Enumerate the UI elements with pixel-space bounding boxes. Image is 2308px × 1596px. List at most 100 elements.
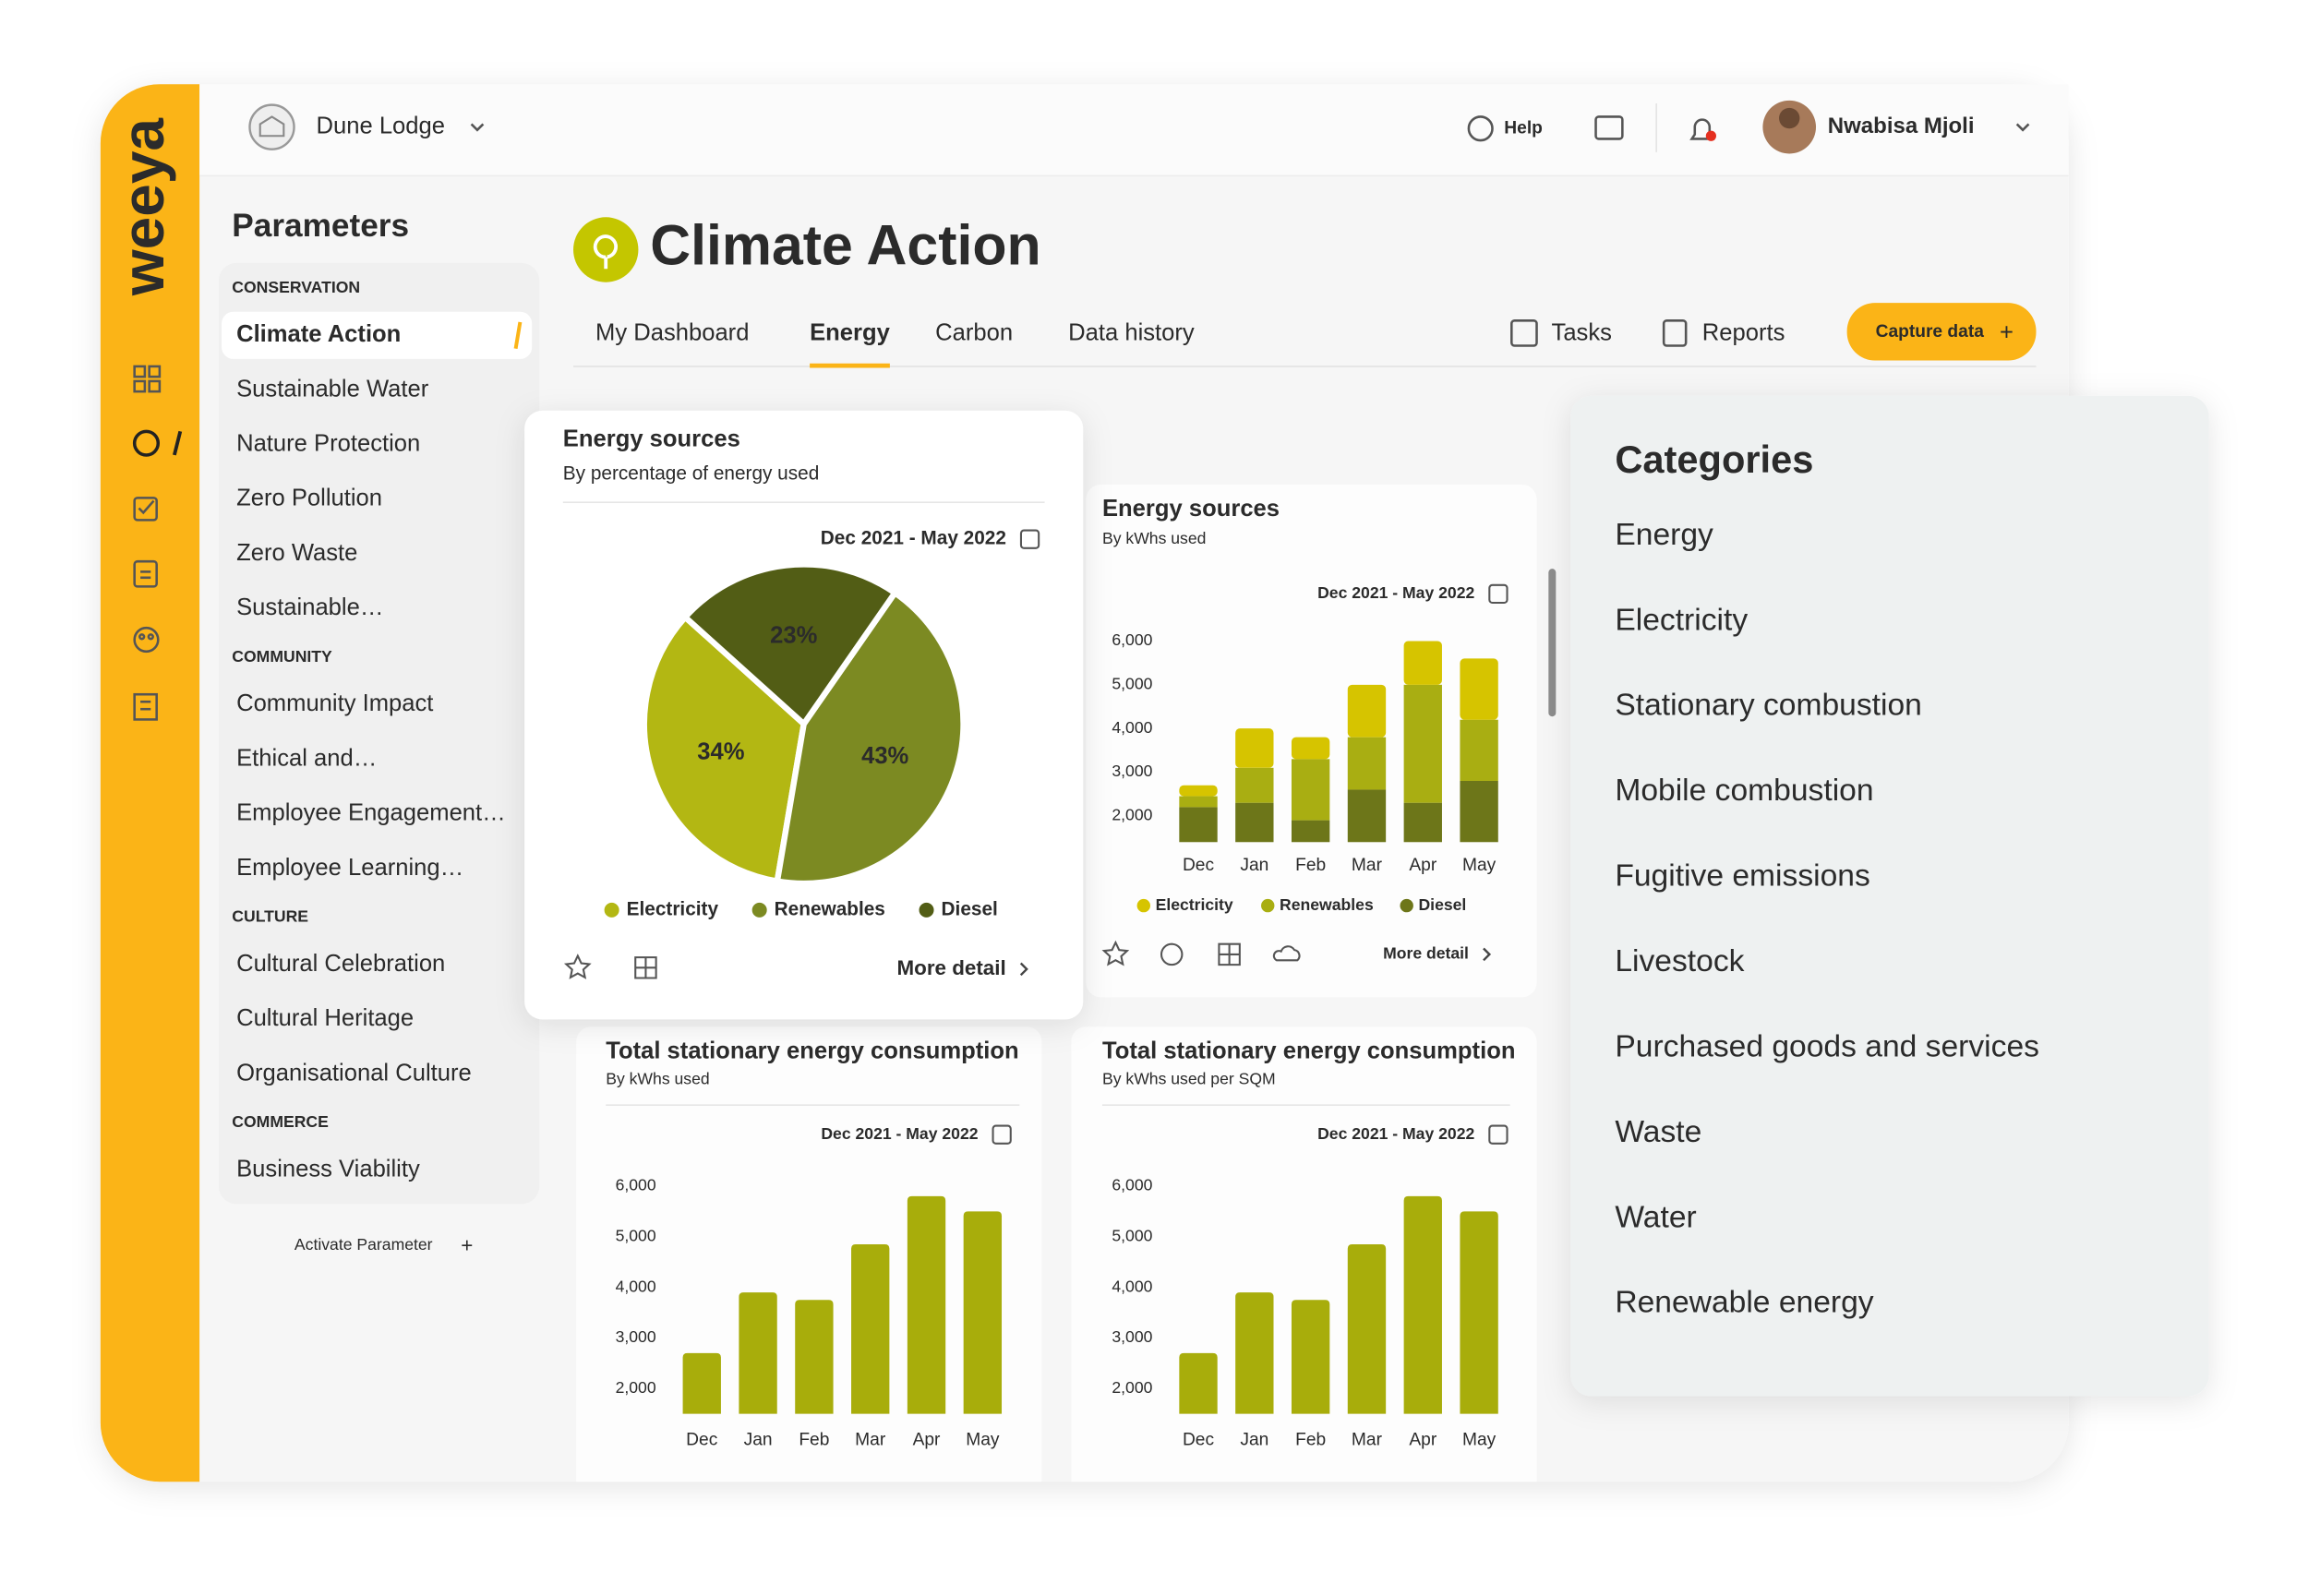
bar <box>1291 1300 1330 1414</box>
bar <box>851 1243 890 1414</box>
legend-label: Electricity <box>627 898 719 919</box>
cloud-icon[interactable] <box>1272 945 1301 962</box>
favourite-icon[interactable] <box>1101 940 1130 966</box>
y-tick-label: 2,000 <box>616 1378 656 1397</box>
tab[interactable]: Data history <box>1068 319 1195 345</box>
chart-subtitle: By percentage of energy used <box>563 462 819 484</box>
date-range[interactable]: Dec 2021 - May 2022 <box>1317 583 1474 602</box>
parameter-item[interactable]: Sustainable… <box>236 594 383 620</box>
category-item[interactable]: Stationary combustion <box>1615 689 1922 723</box>
plus-icon: + <box>2000 319 2013 345</box>
action[interactable]: Reports <box>1702 319 1785 345</box>
group-label: CONSERVATION <box>232 278 360 296</box>
logo: weeya <box>110 118 176 297</box>
tab[interactable]: Carbon <box>935 319 1013 345</box>
help-icon[interactable] <box>1467 115 1494 142</box>
feedback-icon[interactable] <box>1594 115 1624 140</box>
legend-swatch <box>751 902 767 918</box>
bar <box>1179 1352 1218 1414</box>
category-item[interactable]: Water <box>1615 1200 1696 1234</box>
nav-rail <box>100 84 200 1482</box>
chart-title: Total stationary energy consumption <box>606 1038 1018 1063</box>
tab[interactable]: Energy <box>810 319 891 345</box>
calendar-icon[interactable] <box>1488 1124 1509 1145</box>
table-icon[interactable] <box>634 956 657 979</box>
nav-icon[interactable] <box>132 429 161 457</box>
group-label: COMMUNITY <box>232 647 332 666</box>
x-tick-label: Mar <box>855 1431 886 1450</box>
bar <box>963 1211 1003 1414</box>
parameter-item[interactable]: Climate Action <box>236 321 401 347</box>
more-detail[interactable]: More detail <box>1383 944 1469 963</box>
chart-subtitle: By kWhs used per SQM <box>1102 1070 1276 1088</box>
slice-label: 34% <box>697 738 744 764</box>
category-item[interactable]: Fugitive emissions <box>1615 859 1869 894</box>
category-item[interactable]: Energy <box>1615 518 1713 552</box>
user-name[interactable]: Nwabisa Mjoli <box>1828 114 1975 138</box>
category-item[interactable]: Electricity <box>1615 603 1748 637</box>
category-list: Energy Electricity Stationary combustion Mo… <box>1615 518 2039 1320</box>
pie-slice <box>682 561 898 727</box>
property-name[interactable]: Dune Lodge <box>317 113 445 138</box>
x-tick-label: May <box>1462 1431 1497 1450</box>
nav-icon[interactable] <box>133 559 158 588</box>
bar <box>1235 1292 1274 1414</box>
parameter-item[interactable]: Nature Protection <box>236 431 420 457</box>
capture-button[interactable] <box>1846 303 2037 361</box>
category-item[interactable]: Livestock <box>1615 944 1744 978</box>
nav-icon[interactable] <box>133 626 160 654</box>
pie-slice <box>641 614 807 884</box>
action[interactable]: Tasks <box>1552 319 1612 345</box>
parameter-item[interactable]: Employee Learning… <box>236 855 463 881</box>
notification-icon[interactable] <box>1689 118 1715 140</box>
legend-swatch <box>604 902 619 918</box>
capture-label[interactable]: Capture data <box>1876 322 1985 342</box>
categories-panel <box>1570 395 2209 1397</box>
x-tick-label: Mar <box>1352 1431 1383 1450</box>
y-tick-label: 2,000 <box>1112 1378 1152 1397</box>
nav-icon[interactable] <box>133 692 158 721</box>
date-range[interactable]: Dec 2021 - May 2022 <box>1317 1124 1474 1143</box>
tab[interactable]: My Dashboard <box>595 319 749 345</box>
parameter-item[interactable]: Zero Pollution <box>236 486 382 511</box>
table-icon[interactable] <box>1218 942 1241 966</box>
y-tick-label: 4,000 <box>1112 718 1152 737</box>
category-item[interactable]: Purchased goods and services <box>1615 1029 2039 1063</box>
y-tick-label: 3,000 <box>1112 1327 1152 1346</box>
parameter-item[interactable]: Cultural Celebration <box>236 951 445 977</box>
parameter-item[interactable]: Sustainable Water <box>236 376 429 402</box>
category-item[interactable]: Mobile combustion <box>1615 774 1873 808</box>
calendar-icon[interactable] <box>1019 529 1040 549</box>
activate-parameter[interactable]: Activate Parameter <box>295 1235 433 1254</box>
nav-icon[interactable] <box>133 497 158 522</box>
parameter-item[interactable]: Business Viability <box>236 1156 420 1182</box>
parameter-item[interactable]: Ethical and… <box>236 745 377 771</box>
chart-type-icon[interactable] <box>1160 942 1184 966</box>
slice-label: 23% <box>770 623 817 649</box>
bar-segment <box>1179 796 1218 808</box>
parameter-item[interactable]: Cultural Heritage <box>236 1005 414 1031</box>
parameter-item[interactable]: Organisational Culture <box>236 1060 472 1086</box>
date-range[interactable]: Dec 2021 - May 2022 <box>821 1124 978 1143</box>
bar-segment <box>1235 767 1274 803</box>
bar <box>1403 1195 1442 1414</box>
date-range[interactable]: Dec 2021 - May 2022 <box>821 528 1006 549</box>
scrollbar[interactable] <box>1548 569 1557 717</box>
help-label[interactable]: Help <box>1504 118 1543 138</box>
nav-icon[interactable] <box>133 365 147 378</box>
x-tick-label: Feb <box>799 1431 829 1450</box>
calendar-icon[interactable] <box>992 1124 1012 1145</box>
favourite-icon[interactable] <box>563 954 592 979</box>
parameter-item[interactable]: Zero Waste <box>236 540 357 566</box>
more-detail[interactable]: More detail <box>897 956 1006 979</box>
bar-segment <box>1403 802 1442 843</box>
y-tick-label: 5,000 <box>616 1226 656 1244</box>
legend-swatch <box>919 902 934 918</box>
category-item[interactable]: Renewable energy <box>1615 1286 1873 1320</box>
parameter-item[interactable]: Employee Engagement… <box>236 800 506 826</box>
category-item[interactable]: Waste <box>1615 1115 1701 1149</box>
calendar-icon[interactable] <box>1488 583 1509 605</box>
parameter-item[interactable]: Community Impact <box>236 690 433 716</box>
bar-segment <box>1460 658 1498 720</box>
